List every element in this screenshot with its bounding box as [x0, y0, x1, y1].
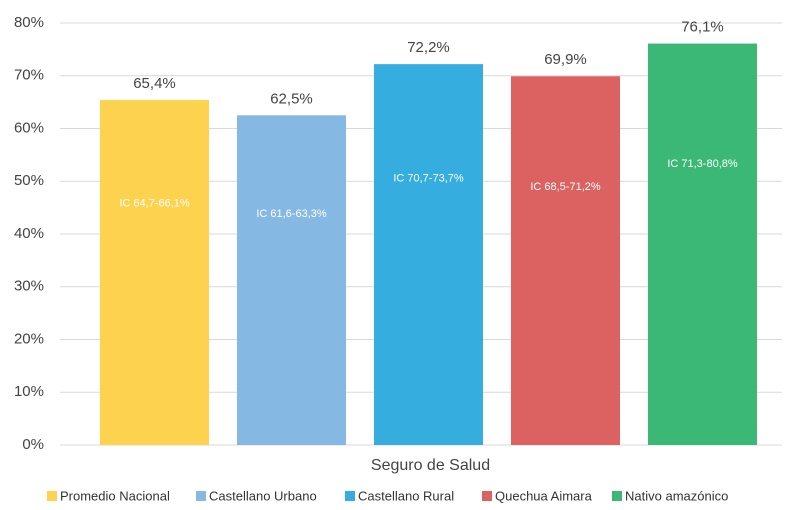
y-tick-label: 0%	[22, 436, 44, 453]
bar	[237, 115, 346, 445]
legend-label: Castellano Urbano	[209, 488, 317, 503]
legend-swatch	[345, 491, 355, 501]
interval-label: IC 61,6-63,3%	[256, 208, 327, 220]
legend-swatch	[612, 491, 622, 501]
value-label: 72,2%	[407, 39, 450, 56]
legend-label: Castellano Rural	[358, 488, 454, 503]
y-tick-label: 10%	[14, 383, 44, 400]
y-tick-label: 60%	[14, 119, 44, 136]
bar	[100, 100, 209, 445]
value-label: 69,9%	[544, 51, 587, 68]
interval-label: IC 68,5-71,2%	[530, 181, 601, 193]
legend-swatch	[196, 491, 206, 501]
interval-label: IC 64,7-66,1%	[119, 197, 190, 209]
y-tick-label: 30%	[14, 278, 44, 295]
y-tick-label: 50%	[14, 172, 44, 189]
bar	[648, 43, 757, 445]
interval-label: IC 71,3-80,8%	[667, 158, 738, 170]
bar	[511, 76, 620, 445]
x-tick-label: Seguro de Salud	[371, 457, 490, 474]
legend-label: Promedio Nacional	[60, 488, 170, 503]
y-tick-label: 70%	[14, 67, 44, 84]
value-label: 76,1%	[681, 19, 724, 36]
y-tick-label: 40%	[14, 225, 44, 242]
value-label: 62,5%	[270, 90, 313, 107]
interval-label: IC 70,7-73,7%	[393, 172, 464, 184]
value-label: 65,4%	[133, 75, 176, 92]
legend-label: Nativo amazónico	[625, 488, 728, 503]
y-tick-label: 80%	[14, 14, 44, 31]
legend-label: Quechua Aimara	[495, 488, 593, 503]
bar	[374, 64, 483, 446]
legend-swatch	[482, 491, 492, 501]
legend-swatch	[47, 491, 57, 501]
y-tick-label: 20%	[14, 330, 44, 347]
